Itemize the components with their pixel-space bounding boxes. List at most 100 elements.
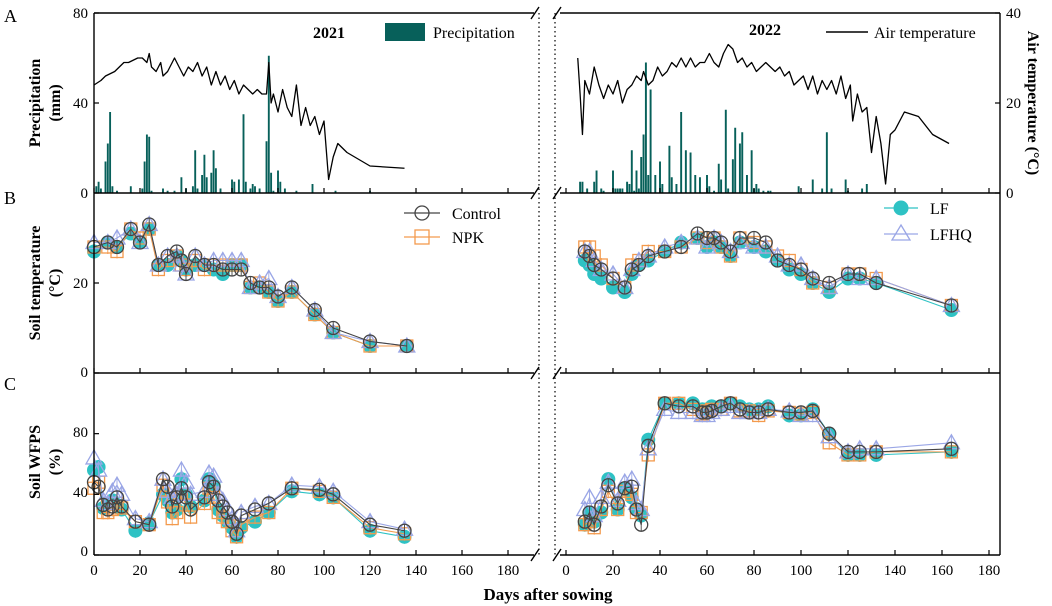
precip-bar-2022: [713, 190, 716, 193]
precip-bar-2021: [237, 179, 240, 193]
point-control-soiltemp-2021: [215, 262, 230, 277]
precip-bar-2021: [219, 188, 222, 193]
ytick-precip-0: 0: [81, 186, 89, 202]
precip-bar-2022: [861, 188, 864, 193]
precip-bar-2021: [191, 186, 194, 193]
precip-bar-2021: [106, 143, 109, 193]
point-control-soiltemp-2021: [362, 334, 378, 349]
legend-lf-label: LF: [930, 201, 949, 218]
point-control-wfps-2021: [234, 508, 249, 523]
point-control-wfps-2022: [704, 403, 719, 419]
point-control-wfps-2022: [629, 502, 644, 517]
point-control-wfps-2022: [805, 403, 820, 419]
xtick-left-180: 180: [497, 563, 520, 579]
point-control-soiltemp-2021: [142, 217, 157, 232]
point-lfhq-wfps-2021: [181, 485, 200, 501]
point-control-wfps-2022: [582, 505, 597, 520]
precip-bar-2022: [649, 89, 652, 193]
xtick-right-60: 60: [700, 563, 715, 579]
precip-bar-2021: [145, 134, 148, 193]
precip-bar-2021: [104, 161, 107, 193]
precip-bar-2022: [745, 175, 748, 193]
panel-label-c: C: [4, 374, 16, 394]
point-lfhq-soiltemp-2021: [167, 246, 186, 263]
point-control-wfps-2021: [197, 490, 212, 505]
point-lfhq-wfps-2022: [820, 427, 839, 444]
point-control-soiltemp-2022: [852, 266, 867, 282]
point-control-soiltemp-2022: [822, 275, 837, 291]
point-control-wfps-2021: [160, 479, 175, 494]
precip-bar-2022: [637, 188, 640, 193]
precip-bar-2022: [668, 145, 671, 193]
series-line-control-wfps-2021: [93, 478, 405, 535]
point-control-wfps-2021: [142, 517, 157, 532]
precip-bar-2021: [205, 177, 208, 193]
point-control-soiltemp-2022: [594, 262, 609, 277]
legend-lfhq: LFHQ: [884, 223, 972, 244]
precip-bar-2021: [203, 154, 206, 193]
precip-bar-2021: [150, 190, 153, 193]
point-control-soiltemp-2021: [100, 235, 115, 250]
point-control-soiltemp-2021: [224, 262, 240, 277]
legend-air-temperature: Air temperature: [826, 25, 976, 42]
precip-bar-2022: [865, 184, 868, 193]
xtick-left-60: 60: [225, 563, 240, 579]
point-control-soiltemp-2022: [605, 271, 621, 286]
ylabel-precipitation: Precipitation (mm): [27, 59, 64, 148]
point-control-soiltemp-2021: [234, 262, 249, 277]
precip-bar-2022: [750, 150, 753, 193]
precip-bar-2021: [129, 186, 132, 193]
point-control-wfps-2021: [169, 490, 184, 505]
point-control-wfps-2022: [610, 496, 625, 511]
precip-bar-2022: [720, 179, 723, 193]
ytick-precip-80: 80: [73, 6, 88, 22]
precip-bar-2021: [231, 179, 233, 193]
xlabel-days-after-sowing: Days after sowing: [483, 585, 613, 604]
xtick-right-80: 80: [747, 563, 762, 579]
precip-bar-2022: [593, 181, 596, 193]
point-lfhq-soiltemp-2022: [756, 237, 775, 254]
point-control-wfps-2022: [869, 444, 884, 460]
precip-bar-2022: [586, 188, 589, 193]
point-control-soiltemp-2021: [326, 320, 341, 336]
point-control-soiltemp-2021: [123, 221, 138, 237]
precip-bar-2022: [727, 188, 730, 193]
precip-bar-2022: [755, 184, 758, 193]
point-control-soiltemp-2022: [577, 244, 592, 259]
precip-bar-2022: [680, 112, 683, 193]
point-control-soiltemp-2022: [631, 257, 646, 273]
point-control-wfps-2022: [751, 405, 766, 420]
point-control-wfps-2021: [165, 499, 180, 514]
point-control-wfps-2022: [601, 478, 616, 493]
precip-bar-2021: [116, 190, 118, 193]
precip-bar-2022: [731, 159, 734, 193]
precip-bar-2021: [249, 188, 252, 193]
point-control-wfps-2022: [641, 438, 656, 453]
point-control-soiltemp-2021: [178, 266, 194, 282]
point-lfhq-wfps-2022: [791, 406, 811, 423]
point-control-wfps-2022: [671, 399, 686, 414]
legend-lf: LF: [884, 200, 949, 218]
point-control-wfps-2021: [109, 490, 125, 505]
xtick-left-160: 160: [451, 563, 474, 579]
point-control-wfps-2021: [128, 514, 143, 529]
precip-bar-2021: [97, 181, 100, 193]
point-control-wfps-2022: [782, 405, 797, 420]
xtick-right-120: 120: [837, 563, 860, 579]
precip-bar-2021: [334, 190, 337, 193]
precip-bar-2022: [825, 132, 828, 193]
point-control-wfps-2021: [178, 490, 194, 505]
point-control-soiltemp-2021: [174, 253, 189, 268]
point-control-soiltemp-2021: [109, 239, 125, 255]
point-control-wfps-2021: [155, 472, 171, 487]
air-temperature-line-2021: [93, 52, 405, 181]
point-control-wfps-2022: [760, 402, 776, 417]
point-control-wfps-2021: [201, 475, 217, 490]
precip-bar-2021: [166, 190, 169, 193]
precip-bar-2021: [251, 184, 254, 193]
precip-bar-2021: [148, 136, 151, 193]
ylabel-soil-temperature-line1: Soil temperature: [27, 226, 44, 341]
point-lfhq-soiltemp-2021: [324, 323, 343, 340]
point-control-wfps-2022: [634, 517, 649, 532]
precip-bar-2021: [180, 177, 183, 193]
